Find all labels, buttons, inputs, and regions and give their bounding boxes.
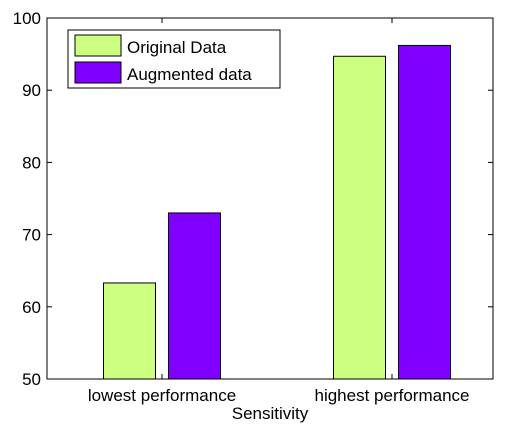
legend-swatch-original-data	[74, 34, 122, 57]
x-tick-label: lowest performance	[88, 386, 236, 405]
legend-swatch-augmented-data	[74, 61, 122, 84]
bar-highest-performance-augmented-data	[398, 44, 451, 380]
legend-label-augmented-data: Augmented data	[127, 65, 252, 84]
bar-highest-performance-original-data	[333, 55, 386, 380]
y-tick-label: 100	[13, 9, 41, 28]
y-tick-label: 50	[22, 370, 41, 389]
x-axis-label: Sensitivity	[232, 404, 309, 423]
y-tick-label: 90	[22, 81, 41, 100]
x-tick-label: highest performance	[315, 386, 470, 405]
y-tick-label: 80	[22, 153, 41, 172]
plot-frame	[46, 17, 494, 380]
y-tick-label: 60	[22, 298, 41, 317]
bar-lowest-performance-augmented-data	[168, 212, 221, 380]
bar-lowest-performance-original-data	[103, 282, 156, 380]
y-tick-label: 70	[22, 226, 41, 245]
legend: Original Data Augmented data	[67, 29, 281, 89]
legend-label-original-data: Original Data	[127, 38, 227, 57]
